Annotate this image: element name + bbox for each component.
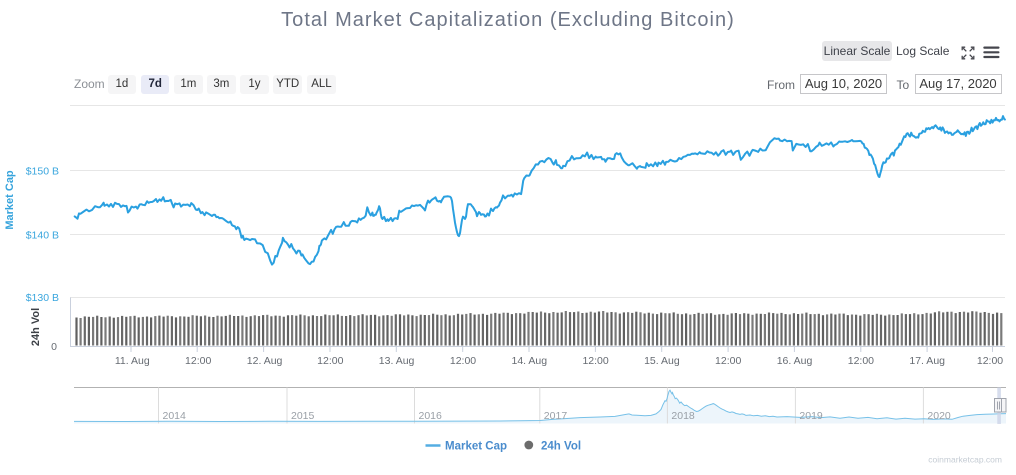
svg-text:coinmarketcap.com: coinmarketcap.com <box>928 455 1002 465</box>
svg-text:2020: 2020 <box>927 410 951 422</box>
svg-text:2018: 2018 <box>671 410 695 422</box>
svg-text:15. Aug: 15. Aug <box>644 355 680 367</box>
svg-text:2015: 2015 <box>291 410 315 422</box>
svg-text:12:00: 12:00 <box>185 355 211 367</box>
svg-text:Market Cap: Market Cap <box>4 170 16 230</box>
svg-text:12:00: 12:00 <box>317 355 343 367</box>
svg-text:2017: 2017 <box>544 410 568 422</box>
svg-text:24h Vol: 24h Vol <box>30 308 42 346</box>
svg-text:Market Cap: Market Cap <box>445 441 507 453</box>
svg-text:12:00: 12:00 <box>848 355 874 367</box>
svg-text:16. Aug: 16. Aug <box>777 355 813 367</box>
svg-text:$150 B: $150 B <box>26 166 59 178</box>
svg-text:$130 B: $130 B <box>26 292 59 304</box>
svg-text:12:00: 12:00 <box>582 355 608 367</box>
svg-text:12:00: 12:00 <box>715 355 741 367</box>
svg-text:12. Aug: 12. Aug <box>247 355 283 367</box>
svg-text:0: 0 <box>51 341 57 353</box>
svg-text:13. Aug: 13. Aug <box>379 355 415 367</box>
svg-text:14. Aug: 14. Aug <box>511 355 547 367</box>
svg-text:12:00: 12:00 <box>450 355 476 367</box>
svg-text:11. Aug: 11. Aug <box>115 355 150 367</box>
svg-text:17. Aug: 17. Aug <box>909 355 945 367</box>
svg-text:2019: 2019 <box>799 410 823 422</box>
svg-text:12:00: 12:00 <box>977 355 1003 367</box>
svg-text:2016: 2016 <box>419 410 443 422</box>
svg-text:$140 B: $140 B <box>26 230 59 242</box>
svg-text:24h Vol: 24h Vol <box>541 441 581 453</box>
svg-text:2014: 2014 <box>163 410 187 422</box>
